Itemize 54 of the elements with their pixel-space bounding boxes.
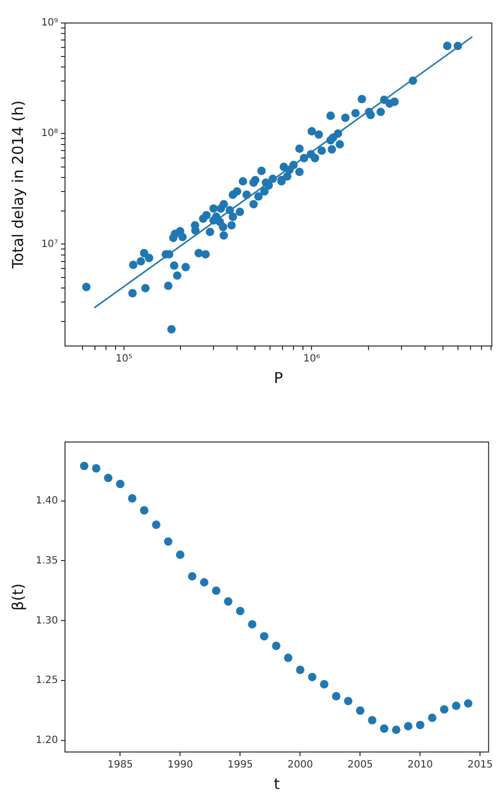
point [428,714,436,722]
point [164,537,172,546]
point [308,672,316,682]
point [176,550,184,559]
point [140,506,148,515]
y-tick-label: 1.40 [36,495,58,506]
x-tick-label: 2000 [287,760,313,771]
point [200,578,208,587]
x-tick-label: 10⁵ [116,354,132,365]
point [188,572,196,581]
point [260,632,268,640]
point [212,586,220,595]
point [116,480,124,488]
point [356,706,364,715]
point [128,494,136,503]
x-tick-label: 1995 [227,760,253,771]
x-axis-title: P [274,368,283,387]
point [392,726,400,734]
point [380,724,388,733]
point [248,620,256,628]
y-tick-label: 1.35 [36,555,58,566]
point [404,722,412,730]
point [320,680,328,688]
x-axis-title: t [274,774,280,793]
x-tick-label: 2015 [467,760,493,771]
point [284,654,292,662]
x-tick-label: 2005 [347,760,373,771]
point [236,606,244,616]
point [224,597,232,606]
point [440,705,448,714]
y-tick-label: 1.20 [36,735,58,746]
y-axis-title: Total delay in 2014 (h) [8,100,27,270]
y-tick-label: 1.25 [36,675,58,686]
point [296,666,304,674]
y-tick-label: 1.30 [36,615,58,626]
point [80,462,88,470]
x-tick-label: 1985 [107,760,133,771]
point [452,702,460,710]
y-tick-label: 10⁹ [41,18,58,29]
point [368,716,376,724]
x-tick-label: 1990 [167,760,193,771]
point [92,464,100,473]
x-tick-label: 2010 [407,760,433,771]
point [104,474,112,482]
y-tick-label: 10⁸ [41,128,58,140]
y-axis-title: β(t) [8,583,27,611]
point [152,520,160,529]
y-tick-label: 10⁷ [41,238,58,250]
point [272,642,280,650]
point [332,692,340,700]
point [416,720,424,730]
x-tick-label: 10⁶ [303,354,320,365]
point [344,696,352,706]
point [464,699,472,708]
